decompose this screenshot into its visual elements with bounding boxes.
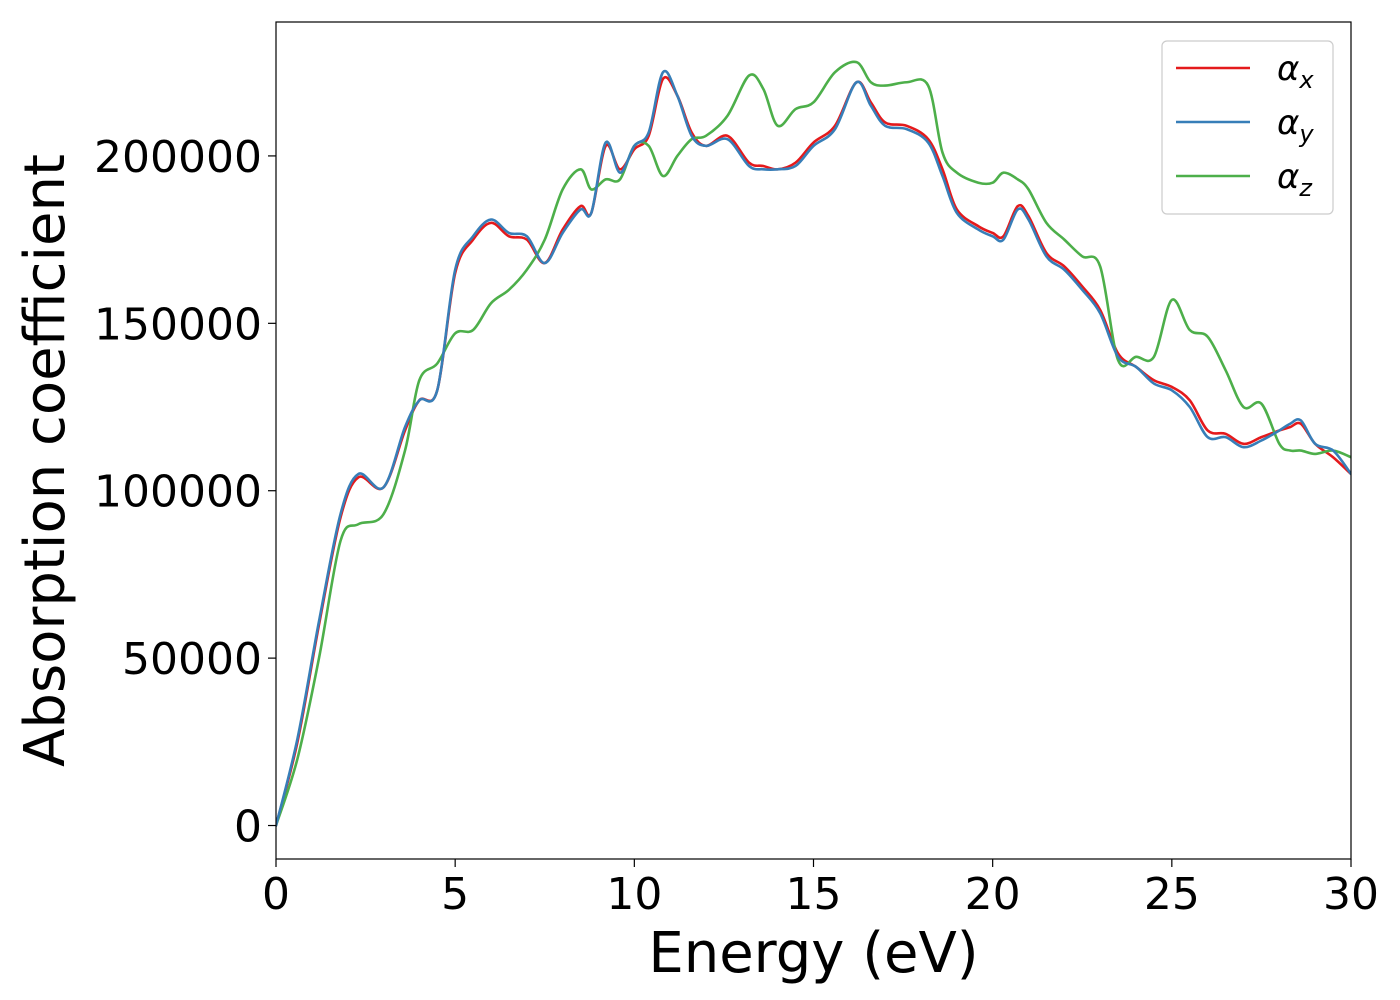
x-tick-label: 0 — [262, 869, 290, 920]
legend-label-x: αx — [1277, 49, 1314, 94]
x-tick-label: 10 — [606, 869, 662, 920]
y-tick-label: 50000 — [122, 634, 262, 685]
x-tick-label: 15 — [786, 869, 842, 920]
y-tick-label: 0 — [234, 802, 262, 853]
legend: αx αy αz — [1161, 40, 1334, 215]
legend-label-y: αy — [1277, 103, 1314, 148]
legend-label-z: αz — [1277, 157, 1313, 202]
y-axis: 0 50000 100000 150000 200000 — [94, 132, 276, 853]
y-tick-label: 100000 — [94, 467, 262, 518]
x-tick-label: 20 — [965, 869, 1021, 920]
legend-box — [1161, 40, 1334, 215]
series-line-y — [276, 69, 1351, 827]
y-tick-label: 150000 — [94, 299, 262, 350]
series-layer — [276, 60, 1351, 827]
series-line-x — [276, 76, 1351, 827]
x-tick-label: 25 — [1144, 869, 1200, 920]
y-axis-title: Absorption coefficient — [13, 154, 78, 767]
x-tick-label: 30 — [1323, 869, 1379, 920]
y-tick-label: 200000 — [94, 132, 262, 183]
x-axis-title: Energy (eV) — [648, 921, 978, 986]
series-line-z — [276, 60, 1351, 827]
x-axis: 0 5 10 15 20 25 30 — [262, 859, 1379, 920]
x-tick-label: 5 — [441, 869, 469, 920]
